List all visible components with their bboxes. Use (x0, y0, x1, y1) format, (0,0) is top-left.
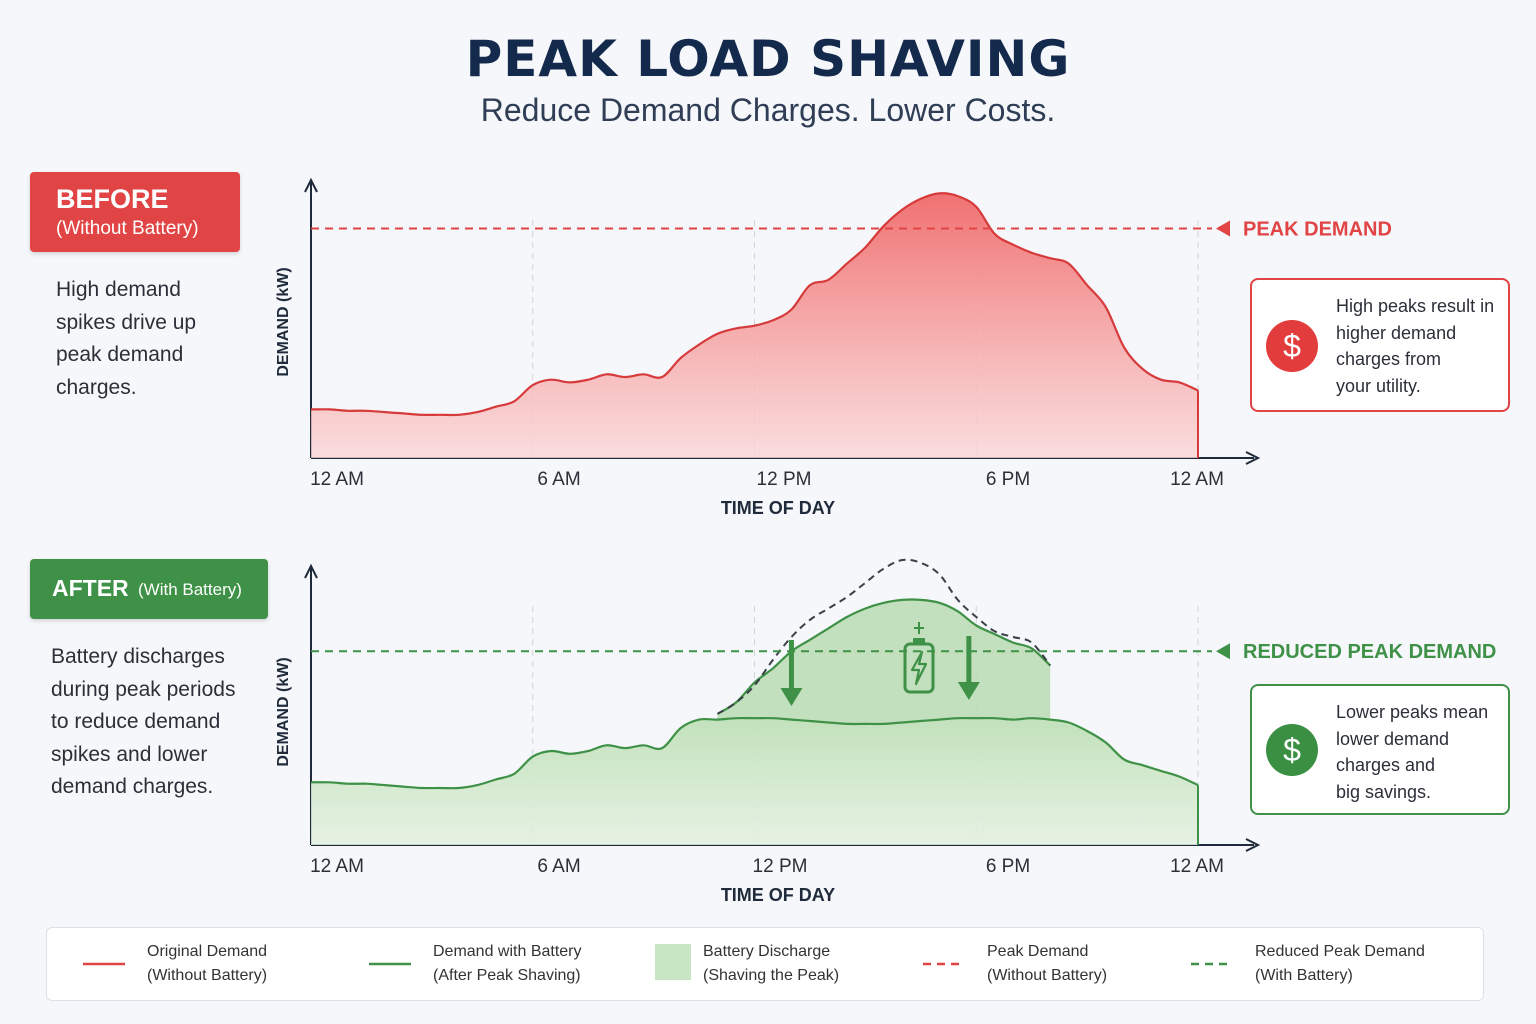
legend-label: (Without Battery) (147, 967, 268, 984)
original-demand-area (311, 193, 1198, 459)
legend: Original Demand (Without Battery) Demand … (46, 927, 1484, 1001)
after-callout-line: Lower peaks mean (1336, 702, 1489, 722)
y-axis-arrow-icon (304, 177, 318, 193)
dollar-icon: $ (1266, 320, 1318, 372)
before-callout-line: charges from (1336, 349, 1442, 369)
after-callout: $ Lower peaks mean lower demand charges … (1250, 684, 1510, 815)
x-tick-label: 6 PM (986, 856, 1030, 877)
reduced-peak-demand-label: REDUCED PEAK DEMAND (1243, 641, 1496, 663)
battery-body (903, 642, 935, 694)
y-axis-arrow-icon (304, 563, 318, 579)
x-tick-label: 6 AM (537, 856, 580, 877)
after-description-line: Battery discharges (51, 645, 225, 668)
before-callout-line: your utility. (1336, 375, 1421, 396)
battery-charge-icon (903, 622, 935, 694)
legend-label: (Without Battery) (987, 967, 1108, 984)
after-badge: AFTER (With Battery) (30, 559, 268, 619)
original-peak-outline (716, 558, 1051, 715)
y-axis-label: DEMAND (kW) (275, 657, 292, 766)
x-tick-label: 12 PM (757, 469, 812, 490)
demand-with-battery-area (311, 718, 1198, 845)
before-badge-title: BEFORE (56, 184, 169, 214)
before-description-line: High demand (56, 278, 181, 301)
after-description-line: demand charges. (51, 775, 214, 798)
y-axis-label: DEMAND (kW) (275, 267, 292, 376)
x-tick-label: 12 AM (1170, 856, 1224, 877)
after-description: Battery discharges during peak periods t… (51, 641, 235, 804)
dollar-icon: $ (1266, 724, 1318, 776)
before-badge: BEFORE (Without Battery) (30, 172, 240, 252)
x-tick-label: 12 PM (753, 856, 808, 877)
legend-label: Demand with Battery (433, 943, 582, 960)
before-callout: $ High peaks result in higher demand cha… (1250, 278, 1510, 412)
legend-label: Reduced Peak Demand (1255, 943, 1425, 960)
before-description: High demand spikes drive up peak demand … (56, 274, 196, 404)
threshold-marker-icon (1216, 220, 1230, 237)
battery-discharge-area (717, 599, 1051, 724)
after-callout-line: charges and (1336, 755, 1436, 775)
legend-label: Peak Demand (987, 943, 1089, 960)
legend-label: (Shaving the Peak) (703, 967, 840, 984)
legend-dashed-green-line-icon (1191, 962, 1233, 966)
after-description-line: during peak periods (51, 677, 236, 701)
x-axis-label: TIME OF DAY (721, 498, 835, 518)
before-description-line: peak demand (56, 343, 184, 366)
after-badge-title: AFTER (52, 575, 129, 601)
threshold-marker-icon (1216, 643, 1230, 660)
after-callout-line: lower demand (1336, 728, 1450, 749)
legend-green-area-icon (655, 944, 691, 980)
demand-with-battery-line (310, 716, 1199, 790)
before-description-line: spikes drive up (56, 310, 197, 334)
legend-label: (After Peak Shaving) (433, 967, 581, 984)
discharge-arrow-head-icon (957, 682, 980, 700)
battery-discharge-outline (716, 598, 1051, 715)
x-tick-label: 6 PM (986, 469, 1030, 490)
before-callout-line: High peaks result in (1336, 296, 1495, 316)
x-tick-label: 12 AM (1170, 469, 1224, 490)
legend-label: (With Battery) (1255, 967, 1353, 984)
page-title: PEAK LOAD SHAVING (465, 30, 1071, 88)
x-tick-label: 6 AM (537, 469, 580, 490)
after-description-line: spikes and lower (51, 742, 208, 766)
peak-demand-label: PEAK DEMAND (1243, 219, 1392, 241)
before-description-line: charges. (56, 375, 137, 399)
page-subtitle: Reduce Demand Charges. Lower Costs. (480, 92, 1056, 128)
legend-solid-green-line-icon (369, 962, 411, 966)
x-tick-label: 12 AM (310, 469, 364, 490)
x-axis-label: TIME OF DAY (721, 885, 835, 905)
after-callout-line: big savings. (1336, 781, 1432, 802)
lightning-icon (910, 650, 928, 686)
x-tick-label: 12 AM (310, 856, 364, 877)
before-badge-subtitle: (Without Battery) (56, 218, 199, 239)
before-callout-line: higher demand (1336, 322, 1457, 343)
discharge-arrow-head-icon (780, 688, 803, 706)
x-axis-arrow-icon (1245, 451, 1261, 465)
legend-solid-red-line-icon (83, 962, 125, 966)
after-description-line: to reduce demand (51, 710, 221, 733)
original-demand-line (310, 192, 1199, 417)
legend-label: Original Demand (147, 943, 268, 960)
legend-label: Battery Discharge (703, 943, 831, 960)
x-axis-arrow-icon (1245, 838, 1261, 852)
legend-dashed-red-line-icon (923, 962, 965, 966)
after-badge-subtitle: (With Battery) (138, 580, 242, 599)
